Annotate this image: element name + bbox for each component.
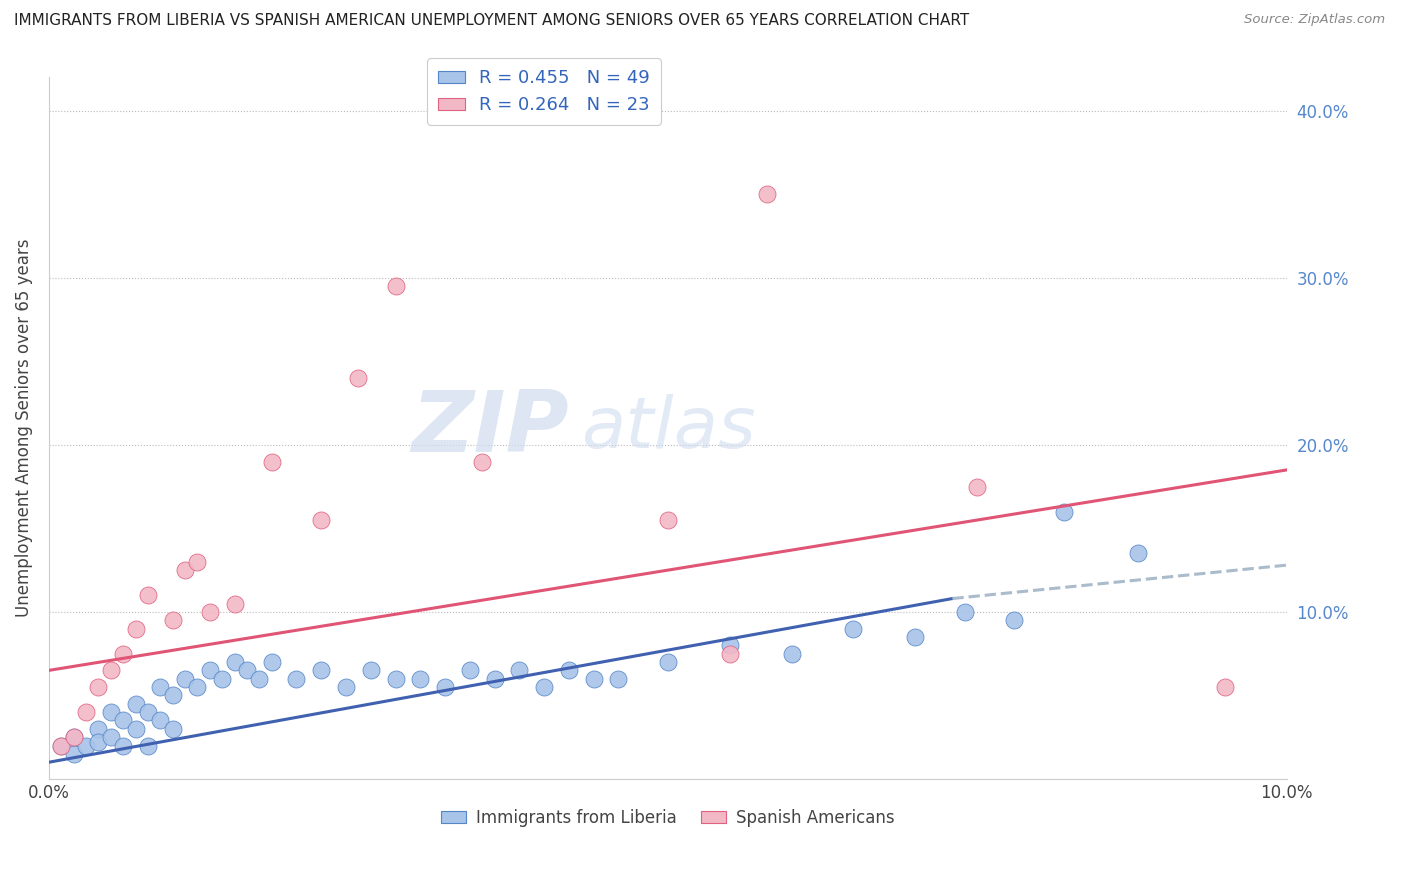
Point [842,622,865,636]
Point [162,689,184,703]
Point [224,655,246,669]
Text: ZIP: ZIP [411,386,569,470]
Point [471,454,494,468]
Point [582,672,605,686]
Point [533,680,555,694]
Point [136,739,159,753]
Point [309,664,332,678]
Point [224,597,246,611]
Point [112,739,135,753]
Point [558,664,581,678]
Point [335,680,357,694]
Point [309,513,332,527]
Point [904,630,927,644]
Point [755,187,778,202]
Point [87,680,110,694]
Point [124,622,146,636]
Point [1126,546,1149,560]
Point [186,680,208,694]
Point [434,680,457,694]
Point [149,680,172,694]
Point [51,739,73,753]
Point [174,672,197,686]
Point [384,672,406,686]
Point [198,664,221,678]
Point [657,513,679,527]
Point [162,613,184,627]
Point [100,730,122,744]
Point [112,647,135,661]
Point [1002,613,1025,627]
Point [966,480,988,494]
Point [51,739,73,753]
Point [136,588,159,602]
Point [384,279,406,293]
Point [780,647,803,661]
Point [100,664,122,678]
Point [62,747,84,761]
Point [718,638,741,652]
Point [87,735,110,749]
Point [124,722,146,736]
Text: atlas: atlas [581,393,756,463]
Point [347,371,370,385]
Point [124,697,146,711]
Point [409,672,432,686]
Point [953,605,976,619]
Point [198,605,221,619]
Point [236,664,259,678]
Legend: Immigrants from Liberia, Spanish Americans: Immigrants from Liberia, Spanish America… [434,803,901,834]
Point [62,730,84,744]
Point [211,672,233,686]
Point [247,672,270,686]
Point [174,563,197,577]
Text: Source: ZipAtlas.com: Source: ZipAtlas.com [1244,13,1385,27]
Point [62,730,84,744]
Point [260,454,283,468]
Point [458,664,481,678]
Point [657,655,679,669]
Point [75,739,97,753]
Point [260,655,283,669]
Text: IMMIGRANTS FROM LIBERIA VS SPANISH AMERICAN UNEMPLOYMENT AMONG SENIORS OVER 65 Y: IMMIGRANTS FROM LIBERIA VS SPANISH AMERI… [14,13,969,29]
Point [1213,680,1236,694]
Point [136,705,159,719]
Point [112,714,135,728]
Y-axis label: Unemployment Among Seniors over 65 years: Unemployment Among Seniors over 65 years [15,239,32,617]
Point [360,664,382,678]
Point [607,672,630,686]
Point [87,722,110,736]
Point [149,714,172,728]
Point [100,705,122,719]
Point [162,722,184,736]
Point [186,555,208,569]
Point [718,647,741,661]
Point [1053,505,1076,519]
Point [484,672,506,686]
Point [285,672,308,686]
Point [508,664,530,678]
Point [75,705,97,719]
